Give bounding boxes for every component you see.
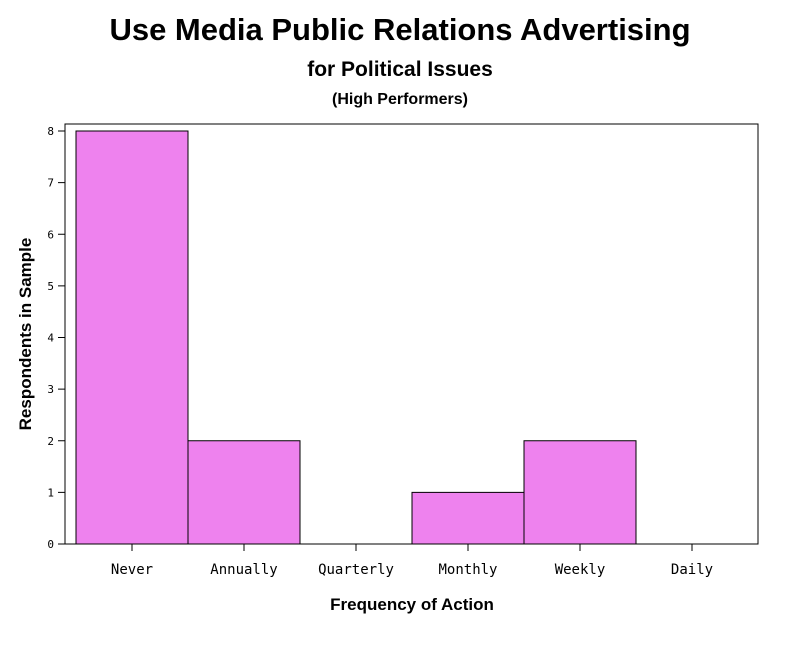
x-tick-label-annually: Annually: [210, 562, 277, 578]
bar-monthly: [411, 491, 525, 545]
y-tick-label: 1: [47, 486, 54, 499]
bar-weekly: [523, 440, 637, 545]
y-tick-label: 0: [47, 538, 54, 551]
y-tick-label: 5: [47, 280, 54, 293]
x-tick-label-monthly: Monthly: [438, 562, 497, 578]
bars-group: [75, 130, 637, 545]
y-tick-label: 6: [47, 228, 54, 241]
chart-subtitle: for Political Issues: [307, 58, 493, 81]
y-axis-label: Respondents in Sample: [16, 238, 35, 431]
x-tick-label-weekly: Weekly: [555, 562, 606, 578]
x-axis-label: Frequency of Action: [330, 595, 494, 614]
y-axis: 0 1 2 3 4 5 6 7 8: [47, 125, 65, 551]
chart-title: Use Media Public Relations Advertising: [109, 12, 690, 47]
chart-subtitle-secondary: (High Performers): [332, 91, 468, 108]
x-tick-label-never: Never: [111, 562, 153, 578]
x-tick-label-daily: Daily: [671, 562, 713, 578]
x-axis: Never Annually Quarterly Monthly Weekly Daily: [111, 544, 713, 578]
x-tick-label-quarterly: Quarterly: [318, 562, 394, 578]
y-tick-label: 7: [47, 177, 54, 190]
bar-annually: [187, 440, 301, 545]
y-tick-label: 2: [47, 435, 54, 448]
y-tick-label: 4: [47, 332, 54, 345]
bar-never: [75, 130, 189, 545]
y-tick-label: 3: [47, 383, 54, 396]
y-tick-label: 8: [47, 125, 54, 138]
